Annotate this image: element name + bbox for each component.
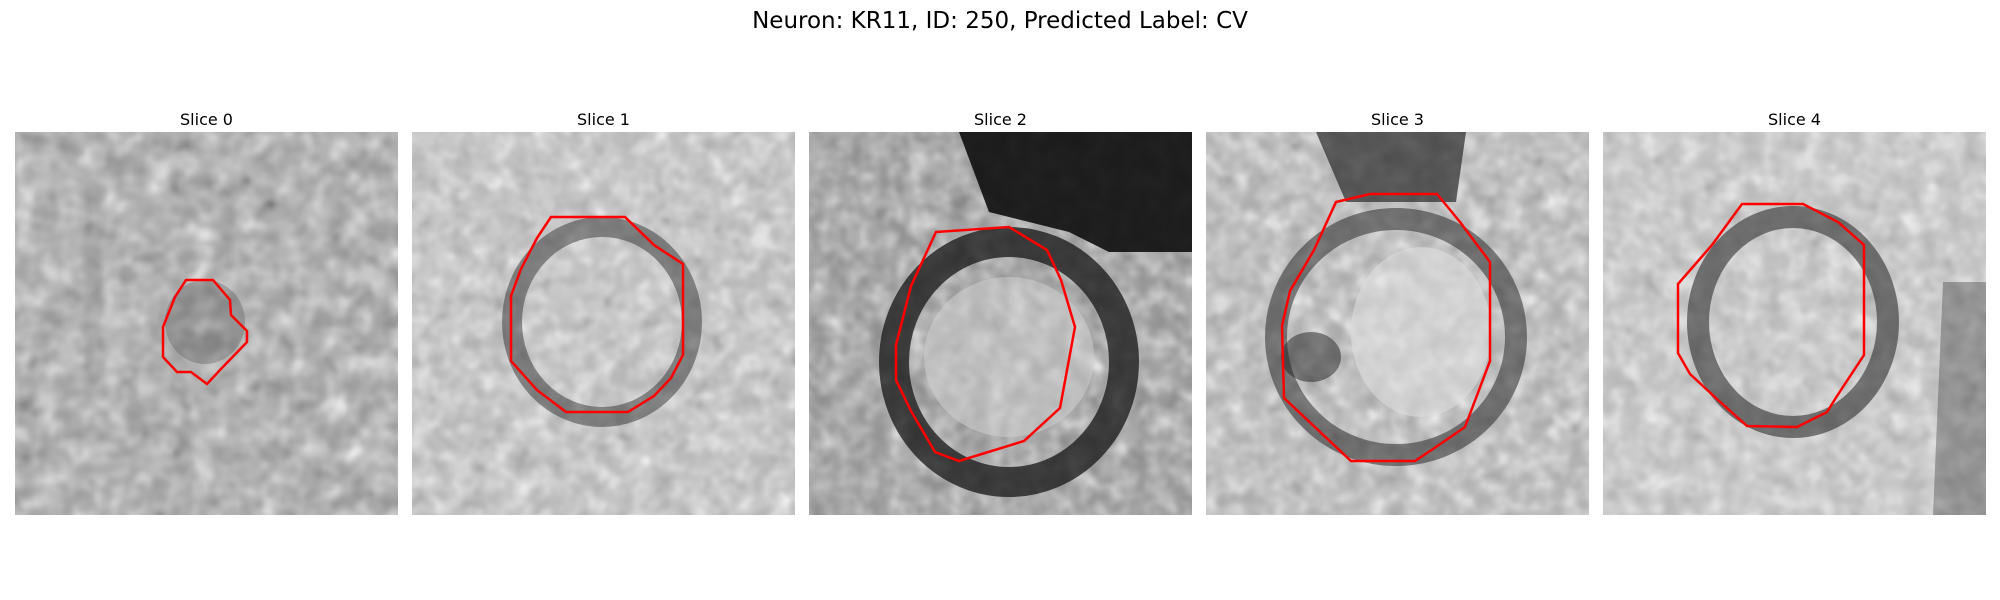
slice-image — [15, 132, 398, 515]
slice-panel-2: Slice 2 — [809, 108, 1192, 515]
roi-contour — [509, 215, 685, 414]
slice-panel-3: Slice 3 — [1206, 108, 1589, 515]
roi-contour — [1676, 202, 1866, 429]
slice-title: Slice 0 — [180, 110, 233, 129]
cell-body — [165, 280, 245, 364]
slice-title: Slice 2 — [974, 110, 1027, 129]
slice-panel-4: Slice 4 — [1603, 108, 1986, 515]
slice-panel-1: Slice 1 — [412, 108, 795, 515]
slice-title: Slice 1 — [577, 110, 630, 129]
slice-image — [1603, 132, 1986, 515]
slice-image — [412, 132, 795, 515]
slice-image — [809, 132, 1192, 515]
figure-title: Neuron: KR11, ID: 250, Predicted Label: … — [752, 8, 1248, 34]
slice-title: Slice 3 — [1371, 110, 1424, 129]
roi-contour — [894, 225, 1077, 463]
slice-image — [1206, 132, 1589, 515]
roi-contour — [1280, 192, 1492, 463]
slice-title: Slice 4 — [1768, 110, 1821, 129]
slice-panel-0: Slice 0 — [15, 108, 398, 515]
roi-contour — [161, 278, 249, 386]
